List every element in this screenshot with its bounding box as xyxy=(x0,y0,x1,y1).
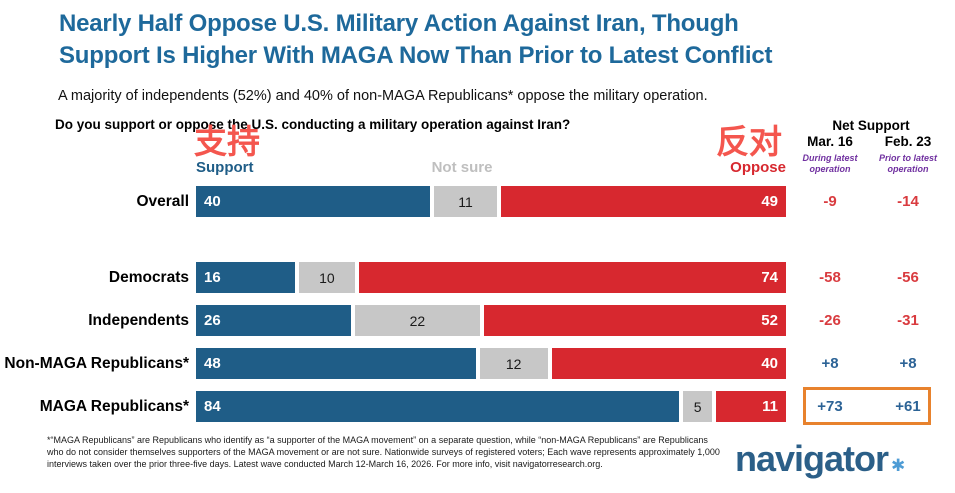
navigator-logo-text: navigator xyxy=(735,438,889,479)
row-label: Independents xyxy=(88,312,189,329)
not-sure-bar-segment: 5 xyxy=(683,391,712,422)
oppose-column-header: Oppose xyxy=(730,159,786,176)
net-support-feb23-value: -31 xyxy=(897,312,919,329)
oppose-bar-segment: 11 xyxy=(715,391,786,422)
row-label: Non-MAGA Republicans* xyxy=(4,355,189,372)
row-label: Democrats xyxy=(108,269,189,286)
support-value: 84 xyxy=(204,398,221,415)
star-icon: ✱ xyxy=(891,456,906,476)
chart-row-independents: Independents 26 22 52 -26 -31 xyxy=(0,305,955,336)
chart-row-democrats: Democrats 16 10 74 -58 -56 xyxy=(0,262,955,293)
net-support-mar16-value: +8 xyxy=(821,355,839,372)
net-support-mar16-value: -9 xyxy=(823,193,837,210)
not-sure-bar-segment: 10 xyxy=(298,262,356,293)
oppose-bar-segment: 49 xyxy=(500,186,787,217)
not-sure-bar-segment: 11 xyxy=(434,186,497,217)
bar-track: 48 12 40 xyxy=(196,348,787,379)
oppose-chinese-annotation: 反对 xyxy=(716,123,782,160)
bar-track: 84 5 11 xyxy=(196,391,786,422)
row-label: Overall xyxy=(136,193,189,210)
oppose-bar-segment: 52 xyxy=(483,305,786,336)
support-value: 40 xyxy=(204,193,221,210)
net-date-feb23: Feb. 23 xyxy=(884,134,932,149)
not-sure-value: 5 xyxy=(693,398,702,415)
oppose-value: 52 xyxy=(761,312,778,329)
net-support-mar16-value: +73 xyxy=(817,398,843,415)
support-bar-segment: 48 xyxy=(196,348,476,379)
bar-track: 26 22 52 xyxy=(196,305,786,336)
page-title: Nearly Half Oppose U.S. Military Action … xyxy=(59,8,929,71)
net-caption-feb23: Prior to latest operation xyxy=(878,153,937,174)
chart-row-maga-republicans: MAGA Republicans* 84 5 11 +73 +61 xyxy=(0,391,955,422)
oppose-value: 11 xyxy=(762,398,778,415)
footnote: *“MAGA Republicans” are Republicans who … xyxy=(47,435,720,469)
oppose-bar-segment: 40 xyxy=(551,348,787,379)
survey-question: Do you support or oppose the U.S. conduc… xyxy=(55,117,571,132)
subtitle: A majority of independents (52%) and 40%… xyxy=(58,88,708,104)
net-support-feb23-value: +61 xyxy=(895,398,921,415)
net-support-feb23-value: -56 xyxy=(897,269,919,286)
support-bar-segment: 16 xyxy=(196,262,295,293)
oppose-bar-segment: 74 xyxy=(359,262,786,293)
bar-track: 40 11 49 xyxy=(196,186,787,217)
net-date-mar16: Mar. 16 xyxy=(807,134,853,149)
title-line-2: Support Is Higher With MAGA Now Than Pri… xyxy=(59,41,773,69)
oppose-value: 40 xyxy=(761,355,779,372)
row-label: MAGA Republicans* xyxy=(39,398,189,415)
net-support-mar16-value: -26 xyxy=(819,312,841,329)
oppose-value: 74 xyxy=(761,269,778,286)
not-sure-bar-segment: 22 xyxy=(355,305,480,336)
support-value: 48 xyxy=(204,355,221,372)
net-support-feb23-value: -14 xyxy=(897,193,919,210)
support-column-header: Support xyxy=(196,159,254,176)
support-bar-segment: 84 xyxy=(196,391,680,422)
net-support-header: Net Support xyxy=(832,118,910,133)
not-sure-value: 12 xyxy=(505,355,522,372)
not-sure-value: 10 xyxy=(319,269,335,286)
not-sure-bar-segment: 12 xyxy=(479,348,548,379)
oppose-value: 49 xyxy=(761,193,779,210)
chart-row-overall: Overall 40 11 49 -9 -14 xyxy=(0,186,955,217)
net-caption-mar16: During latest operation xyxy=(802,153,858,174)
support-value: 16 xyxy=(204,269,221,286)
support-chinese-annotation: 支持 xyxy=(194,123,260,160)
support-value: 26 xyxy=(204,312,221,329)
bar-track: 16 10 74 xyxy=(196,262,786,293)
net-support-mar16-value: -58 xyxy=(819,269,841,286)
support-bar-segment: 40 xyxy=(196,186,431,217)
navigator-logo: navigator ✱ xyxy=(735,438,905,480)
not-sure-value: 11 xyxy=(458,193,473,210)
not-sure-column-header: Not sure xyxy=(431,159,493,176)
chart-row-non-maga-republicans: Non-MAGA Republicans* 48 12 40 +8 +8 xyxy=(0,348,955,379)
net-support-feb23-value: +8 xyxy=(899,355,917,372)
not-sure-value: 22 xyxy=(409,312,426,329)
support-bar-segment: 26 xyxy=(196,305,352,336)
maga-net-highlight-box xyxy=(803,387,931,425)
title-line-1: Nearly Half Oppose U.S. Military Action … xyxy=(59,10,739,37)
